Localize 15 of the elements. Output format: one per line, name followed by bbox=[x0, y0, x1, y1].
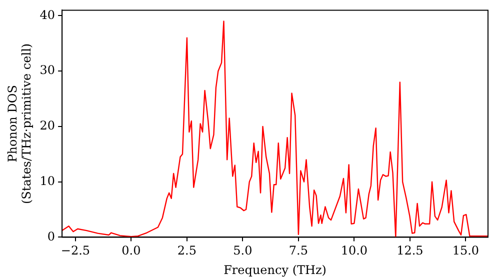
x-axis-title: Frequency (THz) bbox=[224, 262, 326, 277]
y-tick-label: 20 bbox=[40, 118, 56, 133]
x-tick-label: 10.0 bbox=[340, 244, 368, 258]
x-tick-label: 0.0 bbox=[122, 244, 141, 258]
y-axis-title: Phonon DOS (States/THz·primitive cell) bbox=[5, 43, 34, 204]
x-tick-label: −2.5 bbox=[60, 244, 90, 258]
y-tick-label: 30 bbox=[40, 63, 56, 78]
x-tick-label: 2.5 bbox=[177, 244, 196, 258]
x-tick-label: 12.5 bbox=[396, 244, 424, 258]
y-tick-label: 10 bbox=[40, 174, 56, 188]
x-tick-label: 5.0 bbox=[233, 244, 252, 258]
y-tick-label: 0 bbox=[47, 229, 56, 244]
x-tick-label: 15.0 bbox=[452, 244, 480, 258]
x-tick-label: 7.5 bbox=[288, 244, 308, 258]
y-tick-label: 40 bbox=[40, 8, 56, 22]
